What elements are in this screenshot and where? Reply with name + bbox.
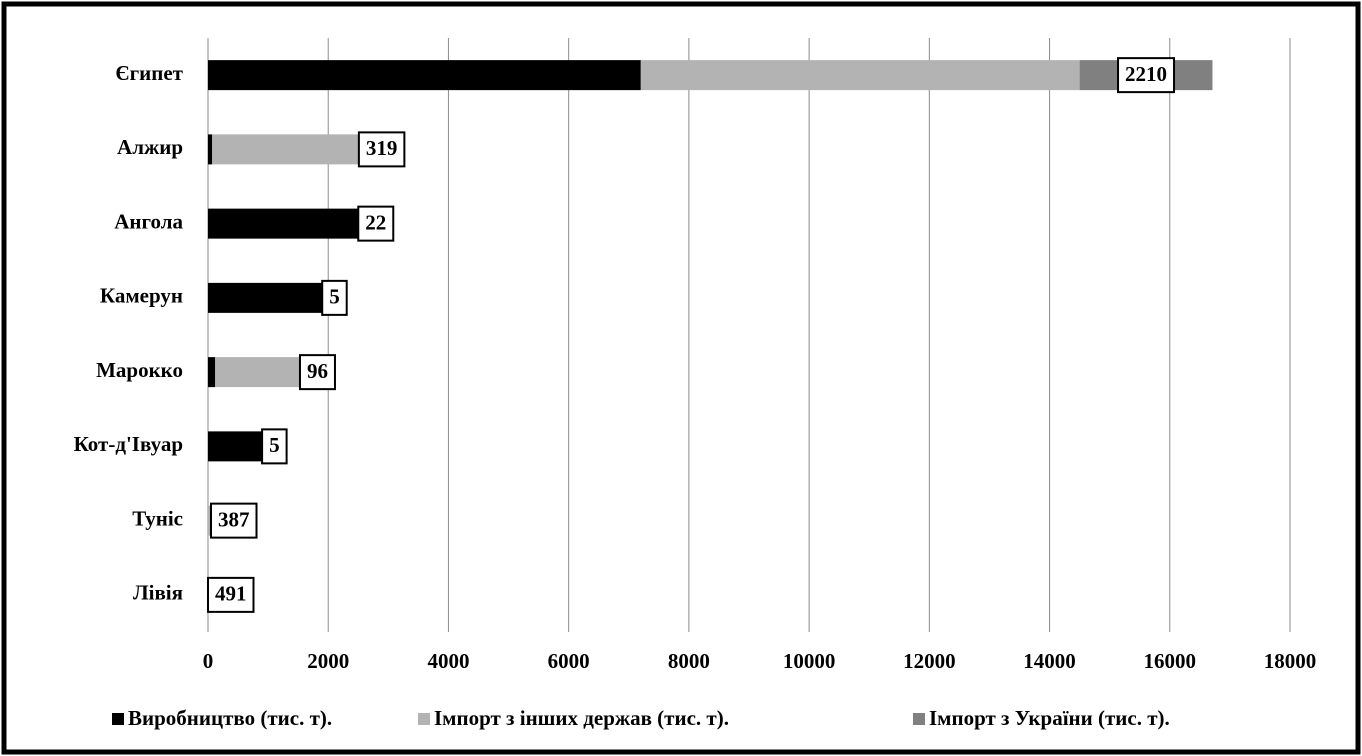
data-label-box [298,354,336,391]
bar-segment [208,505,212,536]
data-label: 387 [218,507,250,531]
data-label-box [210,502,258,539]
bar-segment [208,357,216,388]
legend-label: Імпорт з інших держав (тис. т). [434,706,729,730]
legend-label: Імпорт з України (тис. т). [929,706,1170,730]
y-tick-label: Камерун [100,284,183,308]
y-tick-label: Лівія [133,581,183,605]
y-tick-label: Туніс [132,506,183,530]
x-tick-label: 4000 [427,649,469,673]
data-label-box [1117,57,1176,94]
data-label-box [357,205,395,242]
x-tick-label: 18000 [1264,649,1317,673]
data-label: 5 [329,285,340,309]
data-label: 22 [365,210,386,234]
x-tick-label: 10000 [783,649,836,673]
y-tick-label: Марокко [96,358,183,382]
bar-segment [208,431,263,462]
legend-swatch [112,713,124,725]
x-tick-label: 16000 [1144,649,1197,673]
data-label-box [357,131,406,168]
x-tick-label: 6000 [548,649,590,673]
bar-segment [208,208,359,239]
data-label-box [321,279,348,316]
legend-label: Виробництво (тис. т). [128,706,332,730]
data-label: 319 [366,136,398,160]
x-tick-label: 14000 [1023,649,1076,673]
bar-segment [215,357,300,388]
legend-swatch [913,713,925,725]
bar-segment [212,134,359,165]
data-label: 491 [215,582,247,606]
data-label: 5 [269,433,280,457]
x-tick-label: 2000 [307,649,349,673]
bar-segment [640,60,1080,91]
data-label-box [261,428,288,465]
bar-segment [208,60,641,91]
x-tick-label: 8000 [668,649,710,673]
x-tick-label: 0 [203,649,214,673]
data-label: 2210 [1125,62,1167,86]
x-tick-label: 12000 [903,649,956,673]
legend-swatch [418,713,430,725]
y-tick-label: Єгипет [115,61,183,85]
bar-segment [208,134,213,165]
data-label: 96 [307,359,328,383]
data-label-box [207,576,255,613]
bar-segment [208,282,323,313]
y-tick-label: Алжир [117,135,183,159]
y-tick-label: Ангола [114,209,183,233]
y-tick-label: Кот-д'Івуар [74,432,183,456]
